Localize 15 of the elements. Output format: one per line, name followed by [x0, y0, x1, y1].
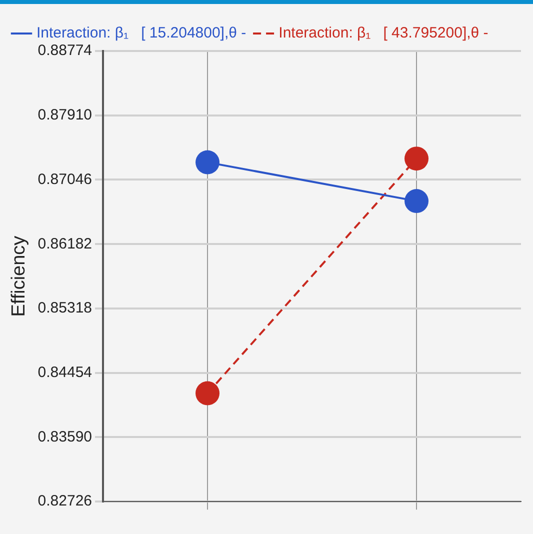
y-tick-label: 0.82726	[38, 492, 92, 510]
point	[196, 381, 220, 406]
point	[196, 150, 220, 174]
legend-label: Interaction: β₁ [ 15.204800],θ -	[36, 24, 246, 42]
point	[404, 189, 429, 214]
y-tick-label: 0.87046	[38, 170, 92, 188]
y-tick-label: 0.84454	[38, 364, 92, 381]
y-axis-title: Efficiency	[8, 235, 30, 317]
y-tick-label: 0.86182	[38, 235, 92, 252]
legend-label: Interaction: β₁ [ 43.795200],θ -	[278, 24, 488, 42]
y-tick-label: 0.87910	[38, 106, 92, 124]
y-tick-label: 0.85318	[38, 300, 92, 317]
y-tick-label: 0.83590	[38, 428, 92, 446]
point	[404, 146, 429, 171]
y-tick-label: 0.88774	[38, 42, 92, 60]
